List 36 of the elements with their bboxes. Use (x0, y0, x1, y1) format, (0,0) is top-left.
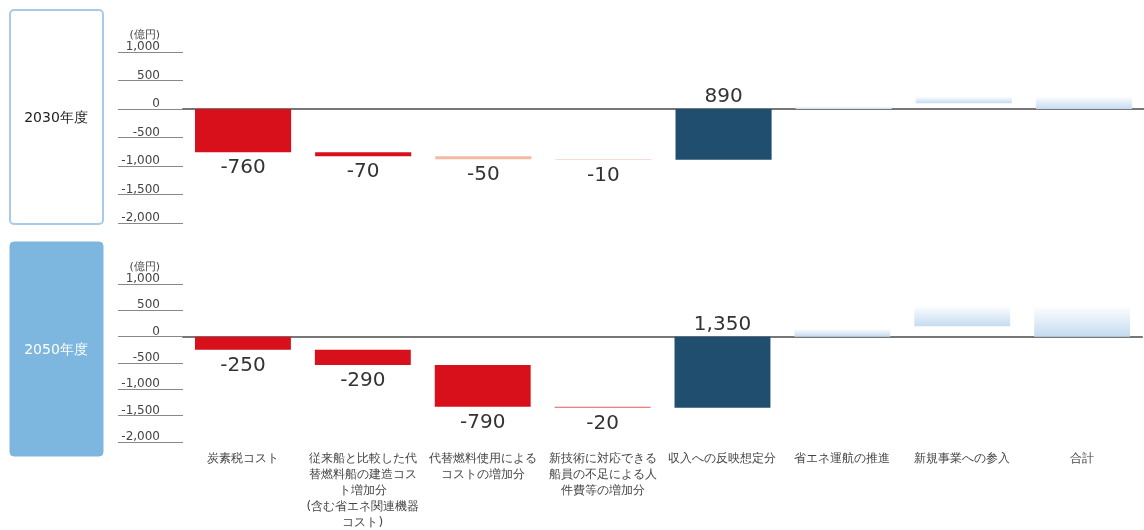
y-axis-title: (億円) (129, 28, 160, 42)
y-tick-label: 1,000 (125, 271, 160, 285)
y-tick-label: 0 (152, 96, 160, 110)
y-tick-label: -2,000 (121, 429, 160, 443)
y-tick-label: 1,000 (125, 39, 160, 53)
data-label: -20 (586, 409, 619, 434)
data-label: -790 (460, 408, 506, 433)
x-tick-label: 収入への反映想定分 (668, 451, 777, 465)
x-tick-label: 従来船と比較した代替燃料船の建造コスト増加分 (含む省エネ関連機器コスト) (306, 451, 420, 529)
x-tick-label: 炭素税コスト (206, 451, 279, 465)
text: 2030年度 (24, 109, 88, 125)
data-label: -290 (340, 367, 386, 392)
text: 2050年度 (24, 341, 88, 357)
x-tick-label: 新規事業への参入 (914, 451, 1011, 465)
y-tick-label: -1,000 (121, 153, 160, 167)
data-label: -10 (587, 161, 620, 186)
y-tick-label: -1,000 (121, 376, 160, 391)
x-tick-label: 代替燃料使用によるコストの増加分 (427, 451, 537, 481)
y-tick-label: -1,500 (121, 181, 160, 196)
data-label: -250 (220, 351, 266, 376)
x-tick-label: 合計 (1070, 451, 1095, 465)
data-label: -70 (346, 158, 380, 183)
y-tick-label: 500 (137, 297, 160, 312)
data-label: 890 (704, 83, 743, 107)
data-label: 1,350 (693, 310, 752, 335)
y-tick-label: 0 (152, 323, 160, 338)
data-label: -760 (220, 154, 266, 179)
y-tick-label: -2,000 (121, 210, 160, 224)
y-tick-label: 500 (137, 67, 160, 82)
y-tick-label: -500 (132, 350, 160, 364)
x-tick-label: 省エネ運航の推進 (794, 451, 891, 465)
data-label: -50 (466, 161, 500, 186)
y-tick-label: -500 (132, 124, 160, 139)
y-tick-label: -1,500 (121, 402, 160, 417)
y-axis-title: (億円) (129, 260, 160, 274)
x-tick-label: 新技術に対応できる船員の不足による人件費等の増加分 (548, 451, 657, 497)
